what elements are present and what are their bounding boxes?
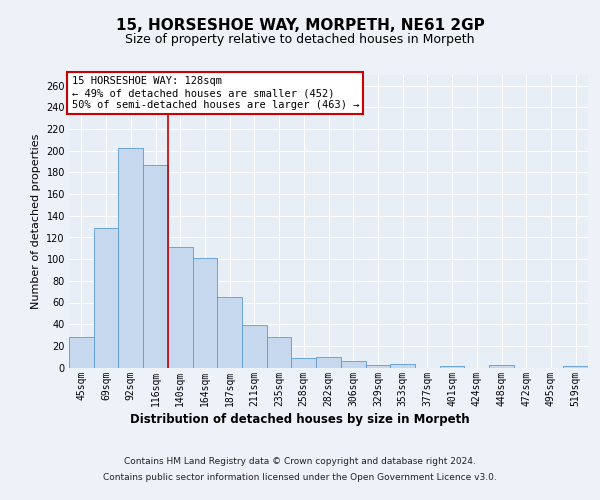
Bar (292, 358, 316, 368)
Bar (267, 337, 292, 368)
Bar (242, 325, 267, 368)
Text: 15 HORSESHOE WAY: 128sqm
← 49% of detached houses are smaller (452)
50% of semi-: 15 HORSESHOE WAY: 128sqm ← 49% of detach… (71, 76, 359, 110)
Bar (217, 297, 242, 368)
Bar (143, 165, 168, 368)
Text: Contains HM Land Registry data © Crown copyright and database right 2024.: Contains HM Land Registry data © Crown c… (124, 458, 476, 466)
Bar (390, 364, 415, 368)
Bar (69, 337, 94, 368)
Text: 15, HORSESHOE WAY, MORPETH, NE61 2GP: 15, HORSESHOE WAY, MORPETH, NE61 2GP (116, 18, 484, 32)
Bar (440, 366, 464, 368)
Text: Contains public sector information licensed under the Open Government Licence v3: Contains public sector information licen… (103, 472, 497, 482)
Bar (168, 247, 193, 368)
Text: Distribution of detached houses by size in Morpeth: Distribution of detached houses by size … (130, 412, 470, 426)
Bar (489, 366, 514, 368)
Bar (341, 361, 365, 368)
Bar (316, 356, 341, 368)
Bar (118, 148, 143, 368)
Bar (365, 366, 390, 368)
Text: Size of property relative to detached houses in Morpeth: Size of property relative to detached ho… (125, 32, 475, 46)
Bar (94, 228, 118, 368)
Y-axis label: Number of detached properties: Number of detached properties (31, 134, 41, 309)
Bar (193, 258, 217, 368)
Bar (563, 366, 588, 368)
